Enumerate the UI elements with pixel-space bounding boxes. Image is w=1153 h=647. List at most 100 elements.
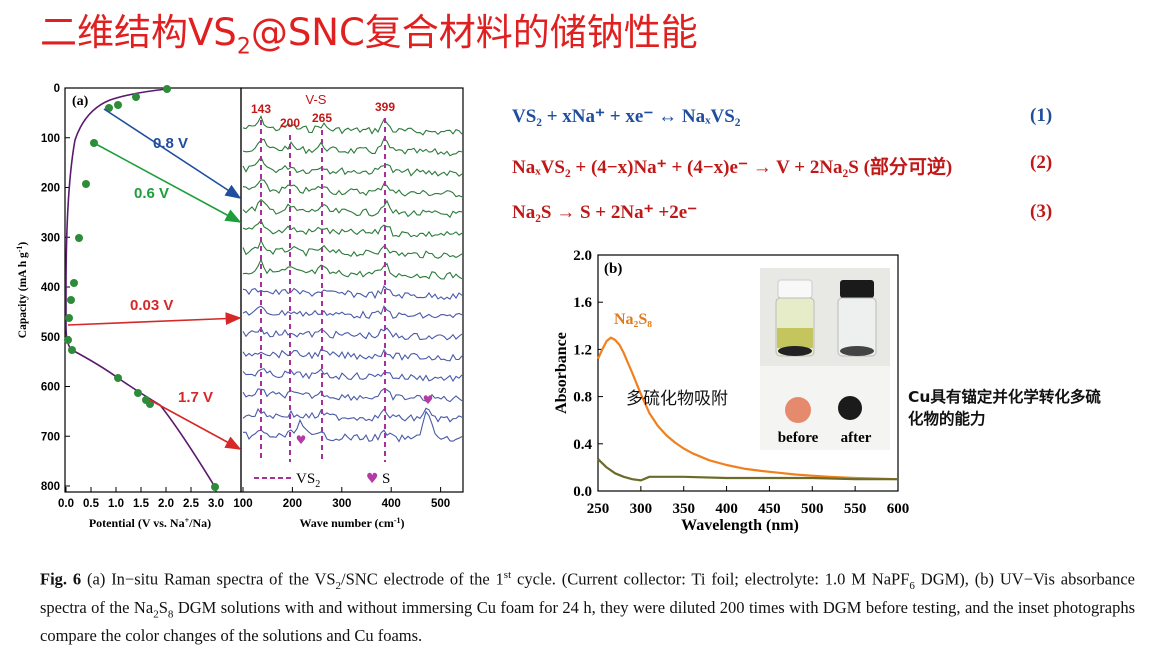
title-text: 二维结构VS [40, 11, 237, 54]
data-point [132, 93, 140, 101]
uvvis-series-line [597, 458, 898, 482]
raman-spectrum-line [242, 407, 463, 423]
uvvis-x-axis-title: Wavelength (nm) [681, 517, 799, 534]
arrow-0p8v [103, 108, 242, 199]
equation-3-number: (3) [1030, 201, 1053, 222]
y-tick-label: 100 [41, 133, 60, 145]
uvvis-tick-marks [597, 254, 899, 492]
equation-2-number: (2) [1030, 152, 1053, 173]
x-tick-label: 300 [332, 498, 351, 510]
series-label-na2s8: Na₂S₈ [614, 311, 652, 328]
uvvis-y-tick-label: 1.6 [573, 295, 592, 311]
data-point [146, 400, 154, 408]
heart-icon: ♥ [296, 433, 307, 447]
peak-lines [260, 118, 386, 462]
caption-fig-number: Fig. 6 [40, 569, 82, 589]
y-tick-label: 700 [41, 431, 60, 443]
data-point [105, 104, 113, 112]
uvvis-x-tick-label: 450 [758, 501, 781, 517]
y-tick-label: 200 [41, 183, 60, 195]
raman-spectrum-line [242, 179, 463, 198]
equation-3: Na₂S → S + 2Na⁺ +2e⁻ [512, 202, 698, 223]
x-tick-label: 3.0 [208, 498, 224, 510]
raman-spectrum-line [242, 348, 463, 362]
data-point [70, 279, 78, 287]
equation-1: VS₂ + xNa⁺ + xe⁻ ↔ NaₓVS₂ [512, 106, 741, 127]
x-tick-label: 1.5 [133, 498, 150, 510]
x-tick-label: 2.0 [158, 498, 174, 510]
data-point [67, 296, 75, 304]
y-tick-label: 800 [41, 481, 60, 493]
arrow-1p7v [149, 399, 242, 450]
y-tick-label: 500 [41, 332, 60, 344]
peak-label-143: 143 [251, 102, 271, 116]
vials-and-foams: before after [760, 268, 890, 446]
arrow-label-0p6v: 0.6 V [134, 185, 169, 202]
peak-label-200: 200 [280, 116, 300, 130]
x-tick-label: 0.0 [58, 498, 74, 510]
equation-1-number: (1) [1030, 105, 1053, 126]
arrow-labels: 0.8 V 0.6 V 0.03 V 1.7 V [130, 135, 213, 406]
data-point [75, 234, 83, 242]
uvvis-x-tick-label: 500 [801, 501, 824, 517]
data-point [82, 180, 90, 188]
uvvis-x-tick-labels: 250 300 350 400 450 500 550 600 [587, 501, 910, 517]
raman-traces [242, 115, 463, 443]
slide-title: 二维结构VS2@SNC复合材料的储钠性能 [40, 2, 698, 59]
title-text-end: @SNC复合材料的储钠性能 [250, 11, 698, 54]
equation-2: NaₓVS₂ + (4−x)Na⁺ + (4−x)e⁻ → V + 2Na₂S … [512, 157, 953, 178]
inset-photograph: before after [760, 268, 890, 450]
legend-s-label: S [382, 471, 390, 487]
raman-spectrum-line [242, 284, 463, 300]
raman-spectrum-line [242, 326, 463, 341]
figure-caption: Fig. 6 (a) In−situ Raman spectra of the … [40, 569, 1136, 646]
raman-spectrum-line [242, 198, 463, 219]
x-tick-label: 1.0 [108, 498, 124, 510]
y-axis-title-capacity: Capacity (mA h g-1) [15, 242, 29, 339]
uvvis-y-tick-labels: 0.0 0.4 0.8 1.2 1.6 2.0 [573, 248, 592, 500]
x-tick-label: 400 [382, 498, 401, 510]
uvvis-series-line [596, 336, 899, 481]
uvvis-y-tick-label: 0.4 [573, 437, 592, 453]
peak-label-265: 265 [312, 111, 332, 125]
y-tick-label: 0 [54, 83, 60, 95]
heart-icon: ♥ [366, 471, 379, 487]
title-subscript: 2 [236, 34, 251, 60]
data-point [65, 314, 73, 322]
y-tick-label: 600 [41, 382, 60, 394]
uvvis-x-tick-label: 600 [887, 501, 910, 517]
data-point [134, 389, 142, 397]
data-point [211, 483, 219, 491]
raman-spectrum-line [242, 137, 463, 157]
adsorption-note: 多硫化物吸附 [626, 389, 728, 409]
x-axis-title-wavenumber: Wave number (cm-1) [299, 516, 404, 530]
peak-label-399: 399 [375, 100, 395, 114]
peak-labels: 143 200 265 399 [251, 100, 395, 130]
x-tick-labels-potential: 0.0 0.5 1.0 1.5 2.0 2.5 3.0 [58, 498, 224, 510]
uvvis-y-tick-label: 2.0 [573, 248, 592, 264]
x-tick-label: 2.5 [183, 498, 200, 510]
uvvis-y-tick-label: 1.2 [573, 342, 592, 358]
raman-spectrum-line [242, 305, 463, 319]
x-tick-label: 0.5 [83, 498, 100, 510]
uvvis-x-tick-label: 550 [844, 501, 867, 517]
uvvis-x-tick-label: 400 [715, 501, 738, 517]
y-tick-label: 300 [41, 232, 60, 244]
raman-spectrum-line [242, 258, 463, 280]
raman-plot-frame [240, 87, 464, 493]
data-point [64, 336, 72, 344]
uvvis-x-tick-label: 250 [587, 501, 610, 517]
vs-bond-label: V-S [306, 92, 327, 107]
raman-spectrum-line [242, 239, 463, 259]
capacity-curve [65, 88, 216, 488]
x-tick-label: 500 [431, 498, 450, 510]
x-tick-labels-wavenumber: 100 200 300 400 500 [233, 498, 450, 510]
legend-vs2-label: VS2 [296, 471, 320, 490]
y-tick-labels: 0 100 200 300 400 500 600 700 800 [41, 83, 60, 493]
uvvis-y-axis-title: Absorbance [553, 332, 570, 414]
uvvis-series [596, 336, 899, 482]
y-tick-label: 400 [41, 282, 60, 294]
raman-spectrum-line [242, 219, 463, 238]
heart-icon: ♥ [423, 393, 434, 407]
